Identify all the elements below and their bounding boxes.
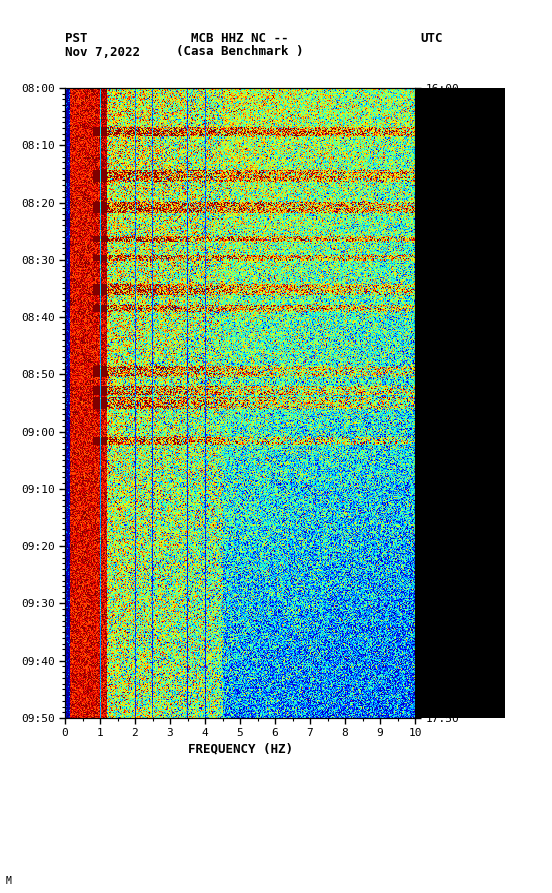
X-axis label: FREQUENCY (HZ): FREQUENCY (HZ)	[188, 743, 293, 755]
Text: UTC: UTC	[420, 31, 443, 45]
Text: Nov 7,2022: Nov 7,2022	[65, 46, 140, 59]
Text: USGS: USGS	[32, 11, 68, 26]
Text: PST: PST	[65, 31, 88, 45]
Text: (Casa Benchmark ): (Casa Benchmark )	[176, 46, 304, 59]
Text: MCB HHZ NC --: MCB HHZ NC --	[191, 31, 289, 45]
Text: M: M	[6, 876, 12, 886]
Polygon shape	[0, 12, 28, 32]
